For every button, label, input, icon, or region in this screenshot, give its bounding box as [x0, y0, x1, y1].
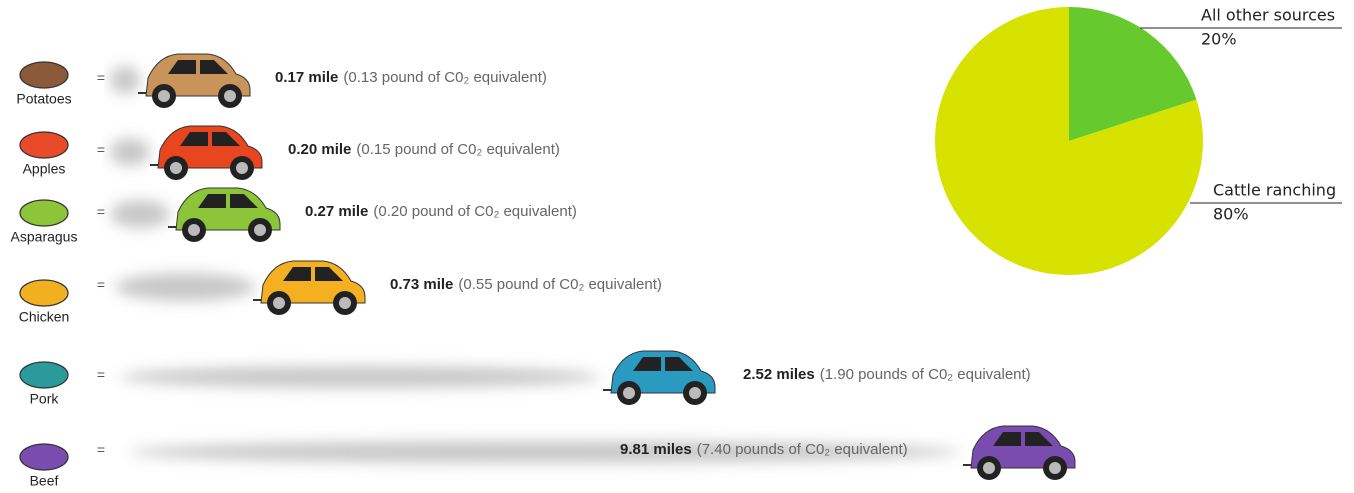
pie-label: All other sources	[1201, 6, 1335, 25]
hub	[158, 90, 170, 102]
hub	[983, 462, 995, 474]
food-icon	[20, 132, 68, 158]
row: Potatoes = 0.17 mile (0.13 pound of C0₂ equ…	[16, 54, 546, 108]
food-label: Asparagus	[11, 229, 78, 245]
equivalent: (0.55 pound of C0₂ equivalent)	[458, 276, 661, 293]
equals: =	[97, 70, 105, 86]
pie-value-label: 20%	[1201, 30, 1237, 49]
equivalent: (0.15 pound of C0₂ equivalent)	[356, 141, 559, 158]
hub	[339, 297, 351, 309]
smoke	[110, 138, 150, 166]
equivalent: (7.40 pounds of C0₂ equivalent)	[697, 441, 908, 458]
hub	[254, 224, 266, 236]
food-label: Apples	[23, 161, 66, 177]
hub	[689, 387, 701, 399]
equals: =	[97, 142, 105, 158]
smoke	[115, 273, 255, 301]
distance: 0.17 mile	[275, 69, 338, 86]
food-label: Pork	[30, 391, 60, 407]
pie-label: Cattle ranching	[1213, 181, 1336, 200]
equivalent: (0.13 pound of C0₂ equivalent)	[343, 69, 546, 86]
infographic: Potatoes = 0.17 mile (0.13 pound of C0₂ equ…	[0, 0, 1354, 493]
distance: 0.73 mile	[390, 276, 453, 293]
hub	[236, 162, 248, 174]
smoke	[120, 366, 600, 388]
equals: =	[97, 367, 105, 383]
food-label: Chicken	[19, 309, 70, 325]
hub	[623, 387, 635, 399]
distance: 0.20 mile	[288, 141, 351, 158]
food-icon	[20, 280, 68, 306]
equals: =	[97, 204, 105, 220]
food-icon	[20, 62, 68, 88]
food-icon	[20, 444, 68, 470]
hub	[224, 90, 236, 102]
hub	[1049, 462, 1061, 474]
hub	[170, 162, 182, 174]
food-label: Potatoes	[16, 91, 71, 107]
equivalent: (0.20 pound of C0₂ equivalent)	[373, 203, 576, 220]
smoke	[110, 66, 140, 94]
food-icon	[20, 200, 68, 226]
equivalent: (1.90 pounds of C0₂ equivalent)	[820, 366, 1031, 383]
row: Asparagus = 0.27 mile (0.20 pound of C0₂ eq…	[11, 188, 577, 245]
row: Chicken = 0.73 mile (0.55 pound of C0₂ equi…	[19, 261, 662, 325]
row: Beef = 9.81 miles (7.40 pounds of C0₂ equiv…	[20, 426, 1075, 489]
equals: =	[97, 277, 105, 293]
distance: 2.52 miles	[743, 366, 815, 383]
hub	[273, 297, 285, 309]
row: Pork = 2.52 miles (1.90 pounds of C0₂ equiv…	[20, 351, 1031, 407]
food-label: Beef	[30, 473, 59, 489]
equals: =	[97, 442, 105, 458]
distance: 0.27 mile	[305, 203, 368, 220]
food-icon	[20, 362, 68, 388]
smoke	[110, 200, 170, 228]
distance: 9.81 miles	[620, 441, 692, 458]
row: Apples = 0.20 mile (0.15 pound of C0₂ equiv…	[20, 126, 560, 180]
pie-value-label: 80%	[1213, 205, 1249, 224]
hub	[188, 224, 200, 236]
